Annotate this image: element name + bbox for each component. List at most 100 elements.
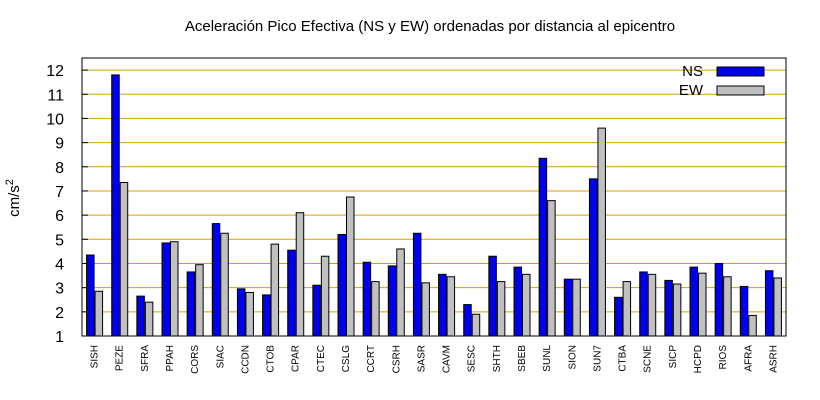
y-tick-label: 8 bbox=[55, 160, 64, 177]
y-axis-label-text: cm/s bbox=[6, 185, 23, 217]
y-tick-label: 2 bbox=[55, 305, 64, 322]
bar-ew-sion bbox=[572, 278, 581, 337]
x-tick-label: CSLG bbox=[341, 345, 352, 372]
x-tick-label: CPAR bbox=[291, 345, 302, 372]
x-tick-label: AFRA bbox=[743, 345, 754, 372]
y-tick-label: 3 bbox=[55, 281, 64, 298]
bar-ns-ccrt bbox=[362, 261, 372, 337]
bar-ew-afra bbox=[748, 314, 757, 337]
bar-ns-sun7 bbox=[588, 178, 598, 337]
bar-ns-afra bbox=[739, 285, 749, 337]
y-tick-label: 9 bbox=[55, 136, 64, 153]
bar-ns-sasr bbox=[412, 232, 422, 337]
y-axis-label-superscript: 2 bbox=[4, 179, 16, 185]
bar-ew-shth bbox=[496, 281, 506, 337]
x-tick-label: CTOB bbox=[266, 345, 277, 373]
bar-ew-cavm bbox=[446, 276, 456, 337]
bar-ns-cors bbox=[186, 271, 196, 337]
bar-ns-ctba bbox=[614, 296, 623, 337]
bar-ew-cpar bbox=[295, 212, 305, 337]
bar-ew-sicp bbox=[672, 283, 682, 337]
bar-ns-sfra bbox=[136, 295, 145, 337]
x-tick-label: SESC bbox=[467, 345, 478, 372]
bar-ew-hcpd bbox=[698, 272, 707, 337]
bar-ew-sesc bbox=[471, 313, 481, 337]
y-axis-label: cm/s2 bbox=[4, 179, 23, 217]
x-tick-label: SISH bbox=[90, 345, 101, 368]
bar-ew-cslg bbox=[346, 196, 355, 337]
bar-ns-asrh bbox=[764, 270, 774, 337]
bar-ns-ctob bbox=[262, 294, 271, 337]
bar-ew-peze bbox=[119, 181, 129, 337]
bar-ns-sesc bbox=[463, 304, 472, 337]
bar-ns-rios bbox=[714, 262, 724, 337]
bar-ew-csrh bbox=[396, 248, 405, 337]
y-tick-label: 5 bbox=[55, 232, 64, 249]
x-tick-label: CORS bbox=[190, 345, 201, 374]
bar-ew-sasr bbox=[421, 282, 430, 337]
y-tick-label: 6 bbox=[55, 208, 64, 225]
bar-ns-cavm bbox=[438, 273, 447, 337]
x-tick-label: SIAC bbox=[215, 345, 226, 368]
bar-ew-rios bbox=[723, 276, 732, 337]
bar-ew-ctob bbox=[270, 243, 280, 337]
legend-label-ns: NS bbox=[682, 63, 703, 80]
x-tick-label: PEZE bbox=[115, 345, 126, 371]
y-tick-label: 1 bbox=[55, 329, 64, 346]
bar-ew-cors bbox=[195, 264, 204, 337]
x-tick-label: SHTH bbox=[492, 345, 503, 372]
bar-ew-ccdn bbox=[245, 291, 254, 337]
y-tick-label: 12 bbox=[46, 63, 64, 80]
chart-title: Aceleración Pico Efectiva (NS y EW) orde… bbox=[185, 18, 675, 35]
x-tick-label: SFRA bbox=[140, 345, 151, 372]
y-tick-label: 11 bbox=[47, 87, 64, 104]
bar-ew-sfra bbox=[144, 301, 154, 337]
bar-ns-peze bbox=[111, 74, 120, 337]
bar-ns-ccdn bbox=[236, 288, 246, 337]
axes bbox=[81, 57, 787, 337]
y-tick-label: 10 bbox=[46, 111, 64, 128]
bar-ns-hcpd bbox=[689, 266, 698, 337]
bars bbox=[86, 74, 782, 337]
x-tick-label: SICP bbox=[668, 345, 679, 369]
bar-ew-sunl bbox=[547, 200, 556, 337]
x-tick-label: SUN7 bbox=[592, 345, 603, 372]
bar-ns-csrh bbox=[387, 265, 397, 337]
x-tick-label: CSRH bbox=[391, 345, 402, 373]
bar-ew-sish bbox=[94, 290, 104, 337]
bar-ew-ccrt bbox=[371, 281, 380, 337]
x-tick-label: CTBA bbox=[618, 345, 629, 372]
x-tick-labels: SISH PEZE SFRA PPAH CORS SIAC CCDN CTOB CPAR CTEC… bbox=[90, 345, 780, 374]
y-tick-label: 7 bbox=[55, 184, 64, 201]
bar-ew-ctec bbox=[320, 255, 330, 337]
legend-swatch-ew bbox=[716, 85, 765, 96]
x-tick-label: PPAH bbox=[165, 345, 176, 372]
x-tick-label: CTEC bbox=[316, 345, 327, 372]
x-tick-label: SASR bbox=[416, 345, 427, 372]
bar-ew-scne bbox=[647, 273, 657, 337]
bar-ns-siac bbox=[211, 223, 221, 337]
x-tick-label: SCNE bbox=[643, 345, 654, 373]
x-tick-label: ASRH bbox=[768, 345, 779, 373]
bar-ns-sunl bbox=[538, 157, 548, 337]
legend-label-ew: EW bbox=[679, 82, 704, 99]
x-tick-label: RIOS bbox=[718, 345, 729, 370]
bar-ns-sbeb bbox=[513, 266, 522, 337]
bar-ew-ctba bbox=[622, 281, 632, 337]
bar-ns-cpar bbox=[287, 249, 296, 337]
bar-ns-sish bbox=[86, 254, 95, 337]
bar-ew-sun7 bbox=[597, 127, 606, 337]
gridlines bbox=[82, 69, 786, 337]
x-tick-label: SBEB bbox=[517, 345, 528, 372]
x-tick-label: CAVM bbox=[442, 345, 453, 373]
bar-ns-ctec bbox=[312, 284, 321, 337]
x-tick-label: SION bbox=[567, 345, 578, 369]
bar-ns-shth bbox=[488, 255, 497, 337]
legend: NS EW bbox=[679, 63, 765, 99]
legend-swatch-ns bbox=[716, 66, 765, 77]
x-tick-label: CCDN bbox=[240, 345, 251, 374]
bar-ew-sbeb bbox=[522, 273, 531, 337]
x-tick-label: HCPD bbox=[693, 345, 704, 373]
